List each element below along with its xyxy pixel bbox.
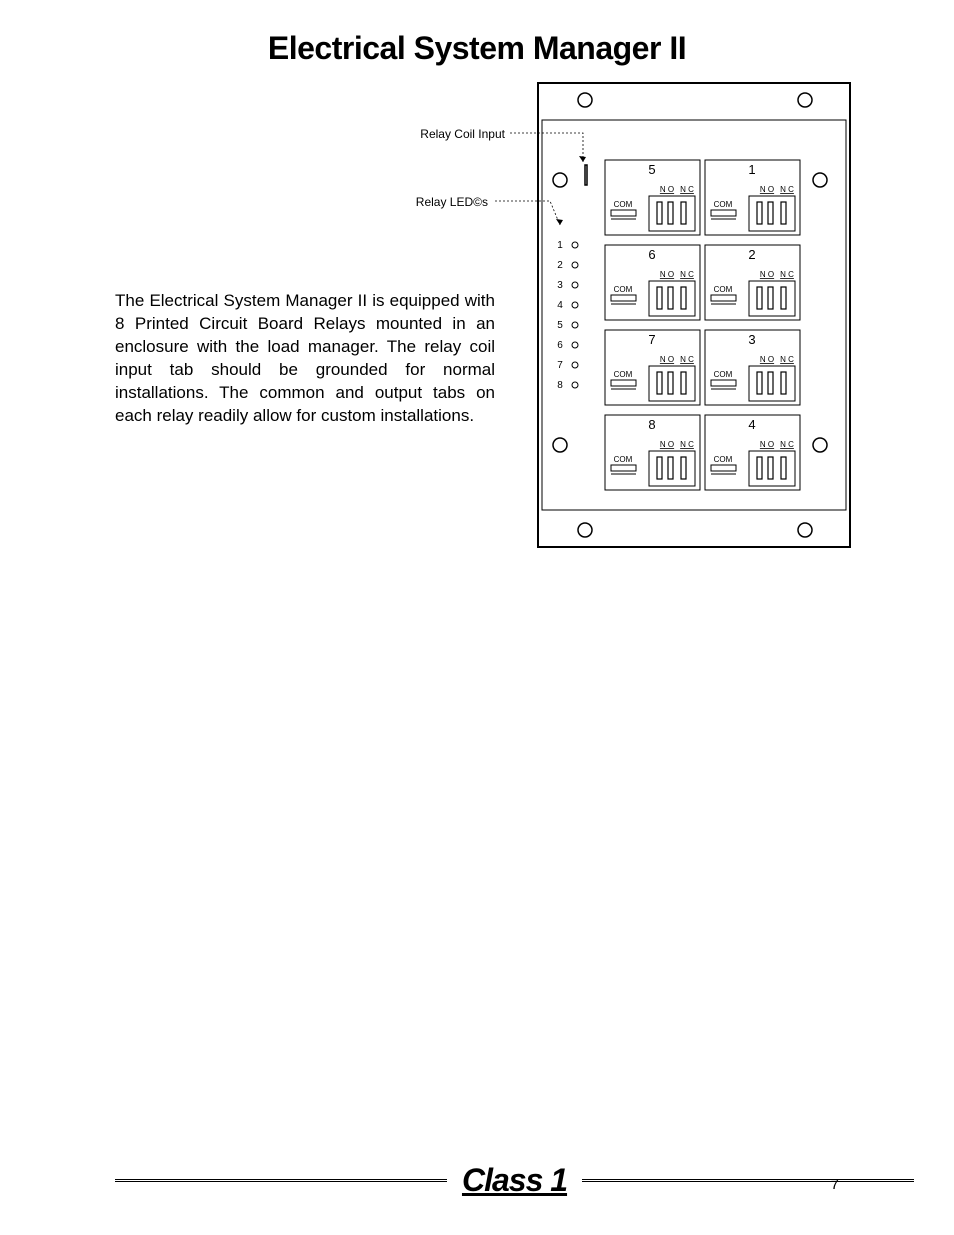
svg-text:N O: N O [760,270,774,279]
svg-text:8: 8 [648,417,655,432]
svg-text:2: 2 [557,260,563,271]
svg-text:COM: COM [714,455,733,464]
svg-text:7: 7 [648,332,655,347]
svg-text:N O: N O [760,185,774,194]
svg-text:6: 6 [557,340,563,351]
svg-text:N C: N C [680,440,694,449]
svg-text:1: 1 [557,240,563,251]
svg-text:6: 6 [648,247,655,262]
svg-text:COM: COM [714,370,733,379]
page-footer: Class 1 [0,1155,954,1205]
svg-text:N C: N C [780,440,794,449]
footer-rule-left [115,1179,447,1182]
svg-text:COM: COM [714,285,733,294]
svg-text:N O: N O [660,440,674,449]
svg-text:3: 3 [748,332,755,347]
callout-relay-coil-input: Relay Coil Input [360,127,505,141]
svg-text:2: 2 [748,247,755,262]
svg-text:5: 5 [648,162,655,177]
callout-relay-leds: Relay LED©s [360,195,488,209]
svg-text:N O: N O [660,185,674,194]
svg-text:N C: N C [780,185,794,194]
page-number: 7 [831,1176,839,1193]
svg-text:N O: N O [760,355,774,364]
svg-text:N C: N C [680,355,694,364]
svg-text:N C: N C [680,185,694,194]
svg-text:N O: N O [660,355,674,364]
svg-text:5: 5 [557,320,563,331]
svg-text:N O: N O [760,440,774,449]
svg-text:COM: COM [614,455,633,464]
svg-text:7: 7 [557,360,563,371]
svg-text:N C: N C [680,270,694,279]
svg-text:COM: COM [614,200,633,209]
svg-text:COM: COM [614,370,633,379]
footer-logo: Class 1 [462,1162,567,1199]
svg-text:3: 3 [557,280,563,291]
svg-text:N C: N C [780,270,794,279]
svg-text:COM: COM [614,285,633,294]
svg-text:1: 1 [748,162,755,177]
svg-text:8: 8 [557,380,563,391]
relay-board-diagram: 123456785N ON CCOM6N ON CCOM7N ON CCOM8N… [530,80,850,550]
svg-text:COM: COM [714,200,733,209]
footer-rule-right [582,1179,914,1182]
body-text: The Electrical System Manager II is equi… [115,290,495,428]
svg-text:N O: N O [660,270,674,279]
page-title: Electrical System Manager II [0,0,954,75]
svg-text:4: 4 [557,300,563,311]
svg-text:4: 4 [748,417,755,432]
svg-text:N C: N C [780,355,794,364]
